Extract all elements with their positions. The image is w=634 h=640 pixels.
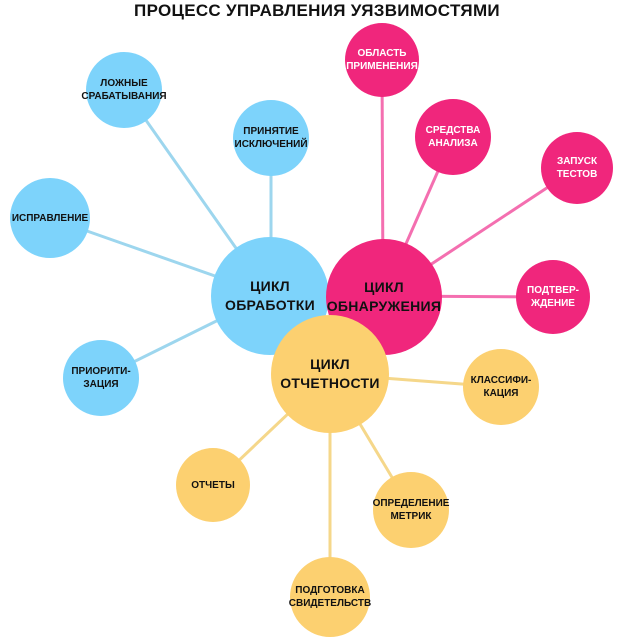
node-confirmation: ПОДТВЕР- ЖДЕНИЕ	[516, 260, 590, 334]
node-analysis-tools: СРЕДСТВА АНАЛИЗА	[415, 99, 491, 175]
node-false-positives: ЛОЖНЫЕ СРАБАТЫВАНИЯ	[81, 52, 167, 128]
node-reports: ОТЧЕТЫ	[176, 448, 250, 522]
node-evidence: ПОДГОТОВКА СВИДЕТЕЛЬСТВ	[289, 557, 371, 637]
node-test-launch: ЗАПУСК ТЕСТОВ	[541, 132, 613, 204]
node-reporting-cycle: ЦИКЛ ОТЧЕТНОСТИ	[271, 315, 389, 433]
node-remediation: ИСПРАВЛЕНИЕ	[10, 178, 90, 258]
node-detection-cycle: ЦИКЛ ОБНАРУЖЕНИЯ	[326, 239, 442, 355]
node-classification: КЛАССИФИ- КАЦИЯ	[463, 349, 539, 425]
node-scope: ОБЛАСТЬ ПРИМЕНЕНИЯ	[345, 23, 419, 97]
node-metrics: ОПРЕДЕЛЕНИЕ МЕТРИК	[373, 472, 449, 548]
diagram-title: ПРОЦЕСС УПРАВЛЕНИЯ УЯЗВИМОСТЯМИ	[134, 1, 500, 20]
node-prioritization: ПРИОРИТИ- ЗАЦИЯ	[63, 340, 139, 416]
node-exception-acceptance: ПРИНЯТИЕ ИСКЛЮЧЕНИЙ	[233, 100, 309, 176]
